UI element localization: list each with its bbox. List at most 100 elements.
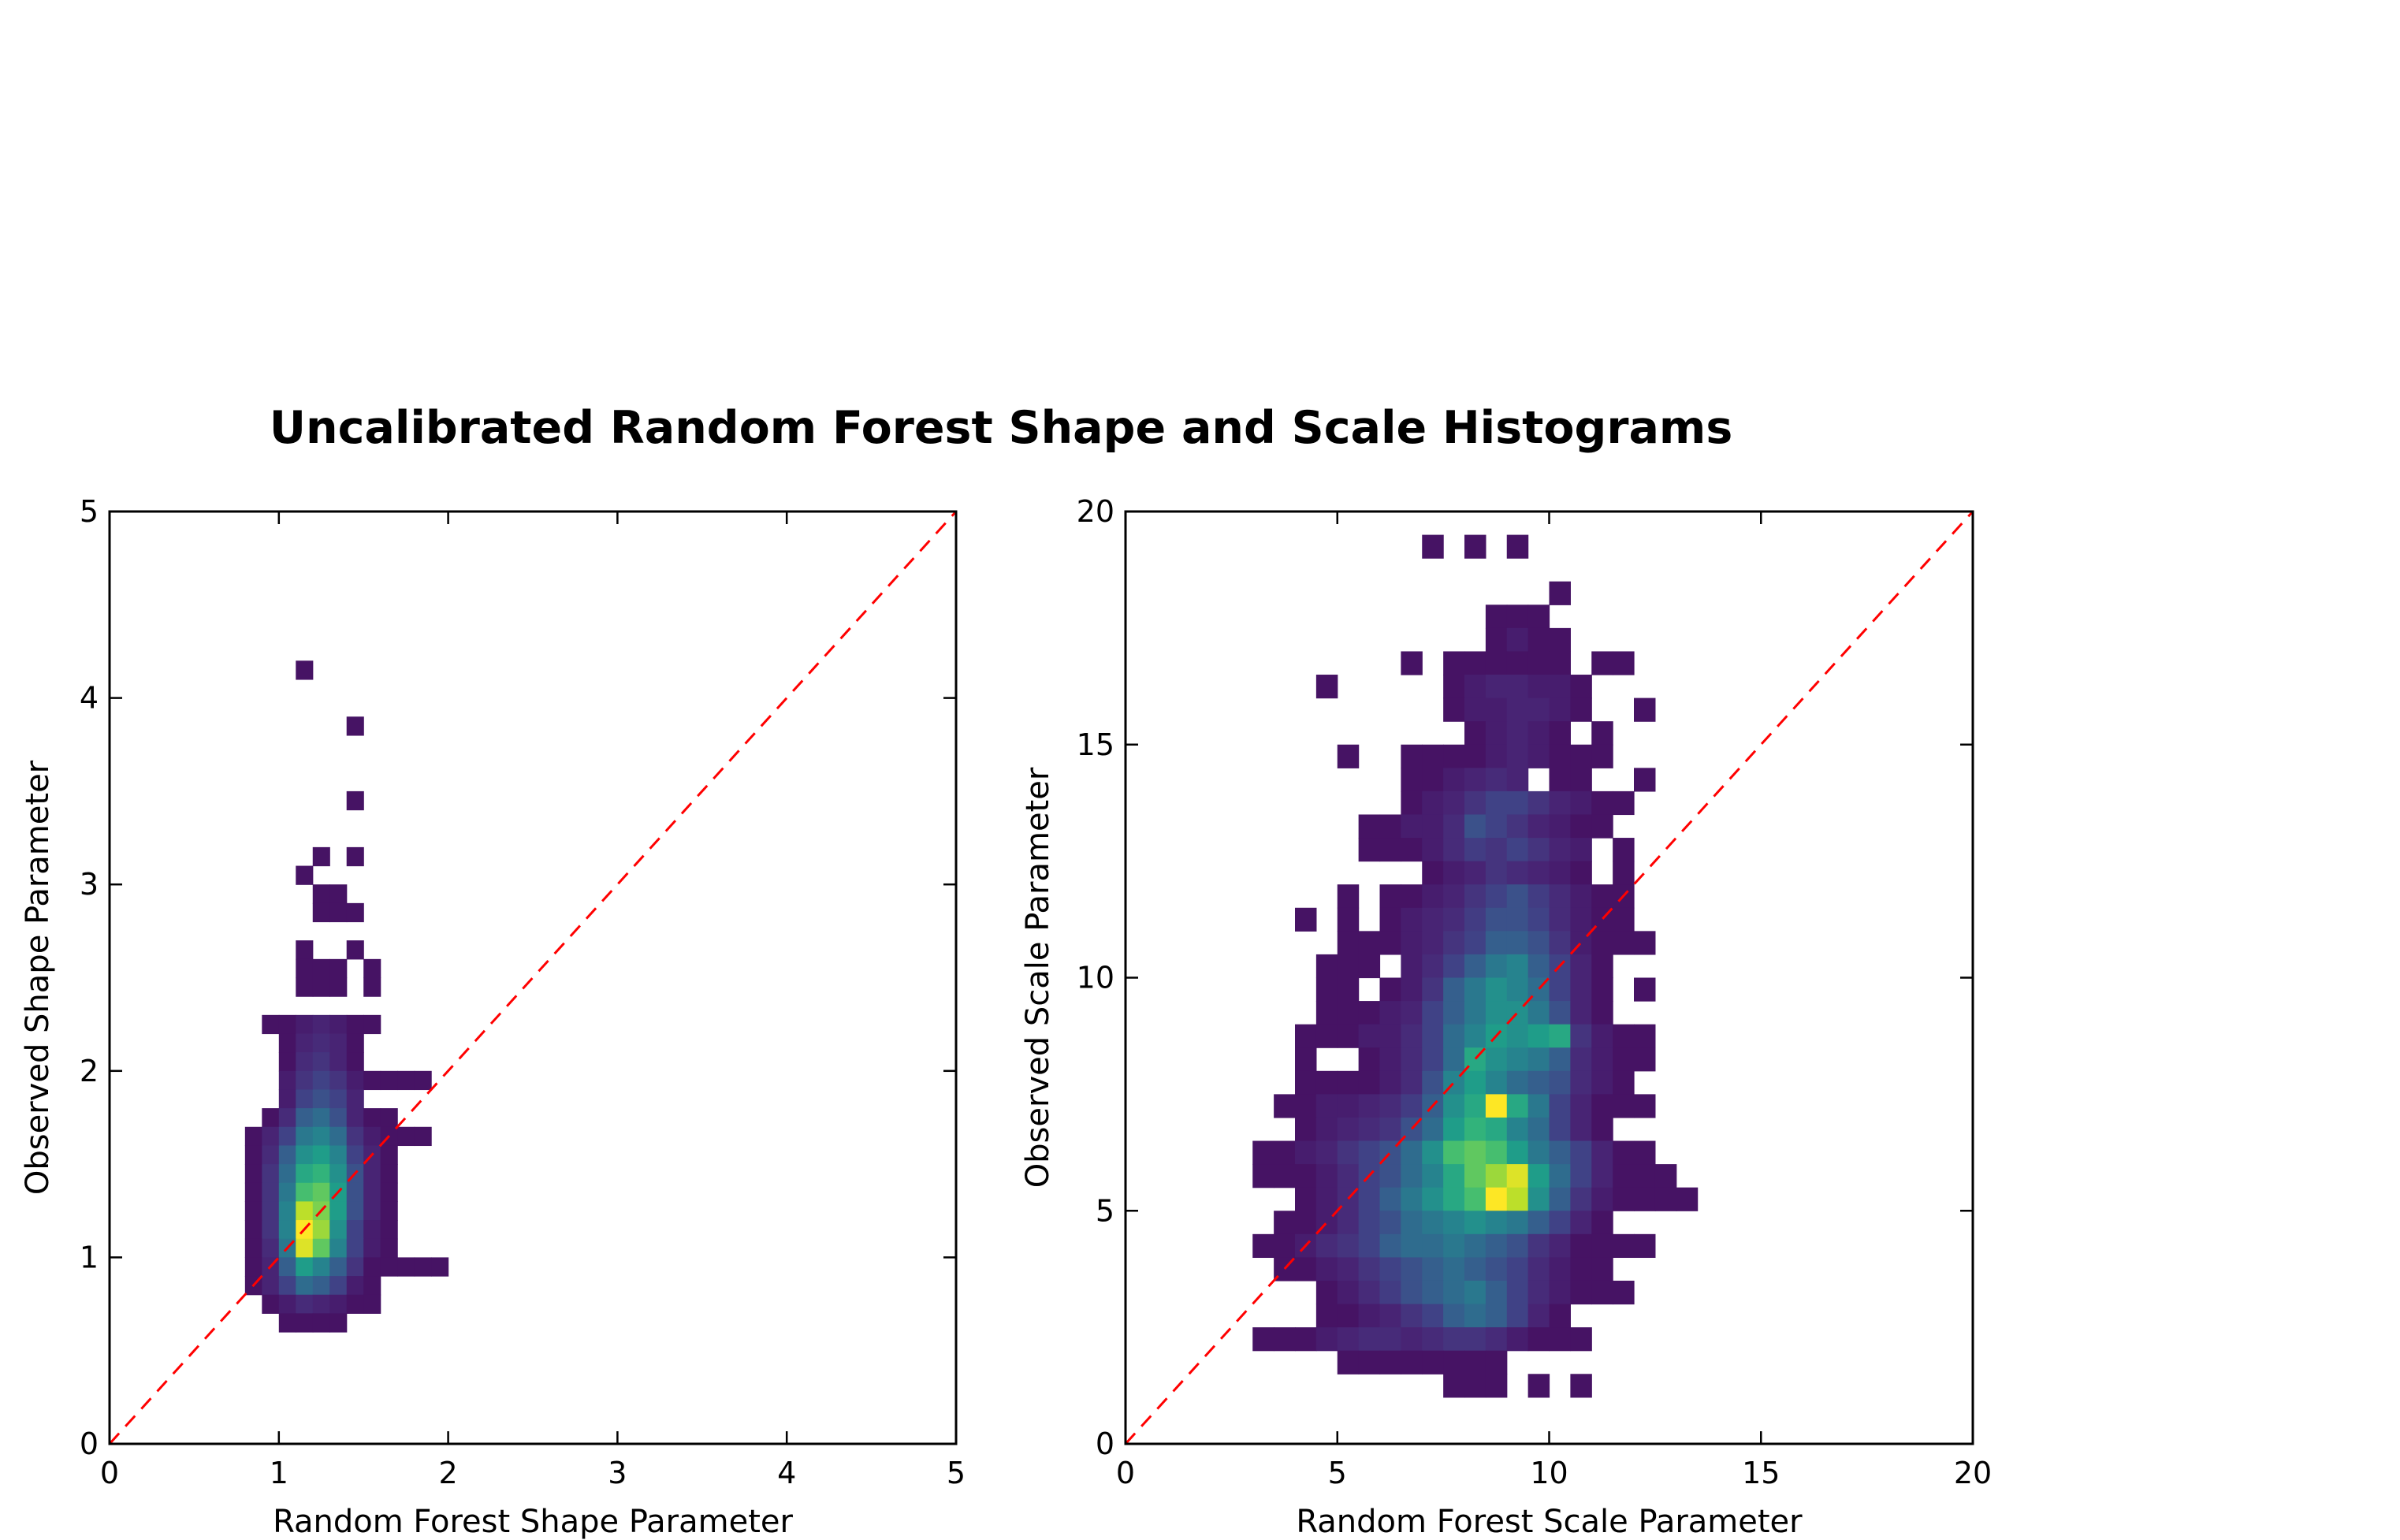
right-heatmap-cell	[1315, 1304, 1338, 1328]
right-heatmap-cell	[1315, 1164, 1338, 1188]
right-heatmap-cell	[1443, 744, 1465, 768]
left-heatmap-cell	[312, 1014, 330, 1035]
right-y-tick-label: 0	[1096, 1427, 1114, 1461]
left-panel: 0 1 2 3 4 5 0 1 2 3 4 5 Random Forest Shape Paramet…	[20, 494, 966, 1540]
right-heatmap-cell	[1443, 884, 1465, 909]
left-heatmap-cell	[346, 1201, 364, 1221]
right-heatmap-cell	[1464, 651, 1487, 675]
left-heatmap-cell	[363, 1182, 381, 1203]
left-heatmap-cell	[296, 1014, 314, 1035]
right-heatmap-cell	[1337, 884, 1360, 909]
left-heatmap-cell	[296, 940, 314, 960]
right-heatmap-cell	[1443, 838, 1465, 862]
right-heatmap-cell	[1506, 697, 1529, 722]
right-heatmap-cell	[1401, 1024, 1423, 1048]
right-heatmap-cell	[1485, 1233, 1508, 1259]
left-heatmap-cell	[278, 1145, 296, 1165]
right-heatmap-cell	[1358, 1001, 1381, 1025]
right-heatmap-cell	[1634, 1187, 1656, 1211]
left-heatmap-cell	[278, 1182, 296, 1203]
left-heatmap-cell	[312, 1220, 330, 1240]
right-heatmap-cell	[1274, 1327, 1296, 1352]
left-y-tick-label: 4	[80, 681, 99, 716]
right-heatmap-cell	[1252, 1233, 1274, 1259]
right-heatmap-cell	[1506, 1024, 1529, 1048]
right-heatmap-cell	[1337, 1094, 1360, 1118]
right-heatmap-cell	[1401, 1233, 1423, 1259]
left-heatmap-cell	[296, 1108, 314, 1128]
right-heatmap-cell	[1634, 931, 1656, 955]
right-heatmap-cell	[1527, 627, 1550, 653]
right-heatmap-cell	[1401, 1304, 1423, 1328]
right-heatmap-cell	[1485, 1257, 1508, 1281]
right-heatmap-cell	[1506, 768, 1529, 792]
left-heatmap-cell	[312, 1238, 330, 1258]
right-heatmap-cell	[1358, 1257, 1381, 1281]
right-heatmap-cell	[1422, 744, 1444, 768]
left-heatmap-cell	[346, 1033, 364, 1053]
right-heatmap-cell	[1549, 1001, 1571, 1025]
left-x-tick-label: 5	[947, 1456, 966, 1490]
right-heatmap-cell	[1464, 1070, 1487, 1095]
right-heatmap-cell	[1549, 884, 1571, 909]
right-heatmap-cell	[1379, 1094, 1401, 1118]
right-heatmap-cell	[1570, 838, 1592, 862]
right-heatmap-cell	[1591, 721, 1613, 746]
left-heatmap-cell	[329, 902, 348, 923]
left-heatmap-cell	[329, 1294, 348, 1314]
right-heatmap-cell	[1485, 1280, 1508, 1305]
right-heatmap-cell	[1401, 1070, 1423, 1095]
right-heatmap-cell	[1506, 1304, 1529, 1328]
right-heatmap-cell	[1464, 675, 1487, 699]
right-heatmap-cell	[1570, 907, 1592, 932]
right-heatmap-cell	[1379, 1211, 1401, 1235]
right-heatmap-cell	[1549, 1304, 1571, 1328]
right-heatmap-cell	[1591, 1257, 1613, 1281]
right-heatmap-cell	[1315, 1001, 1338, 1025]
right-heatmap-cell	[1401, 1140, 1423, 1165]
left-heatmap-cell	[278, 1220, 296, 1240]
right-heatmap-cell	[1443, 1001, 1465, 1025]
right-heatmap-cell	[1337, 1233, 1360, 1259]
left-heatmap-cell	[380, 1164, 398, 1184]
right-heatmap-cell	[1422, 1001, 1444, 1025]
right-heatmap-cell	[1485, 675, 1508, 699]
right-heatmap-cell	[1591, 954, 1613, 979]
right-heatmap-cell	[1315, 1094, 1338, 1118]
right-heatmap-cell	[1464, 1140, 1487, 1165]
right-heatmap-cell	[1570, 675, 1592, 699]
right-heatmap-cell	[1379, 1001, 1401, 1025]
left-heatmap-cell	[329, 1238, 348, 1258]
right-heatmap-cell	[1654, 1164, 1677, 1188]
right-heatmap-cell	[1464, 1164, 1487, 1188]
right-heatmap-cell	[1464, 1187, 1487, 1211]
right-heatmap-cell	[1401, 1047, 1423, 1072]
right-y-tick-label: 5	[1096, 1193, 1114, 1228]
right-heatmap-cell	[1464, 931, 1487, 955]
right-heatmap-cell	[1527, 907, 1550, 932]
left-heatmap-cell	[296, 1070, 314, 1091]
right-heatmap-cell	[1358, 1024, 1381, 1048]
right-heatmap-cell	[1506, 1280, 1529, 1305]
right-heatmap-cell	[1634, 697, 1656, 722]
left-y-tick-label: 2	[80, 1054, 99, 1088]
right-heatmap-cell	[1485, 954, 1508, 979]
right-heatmap-cell	[1315, 1187, 1338, 1211]
left-heatmap-cell	[346, 940, 364, 960]
right-heatmap-cell	[1570, 790, 1592, 816]
right-heatmap-cell	[1443, 1140, 1465, 1165]
right-heatmap-cell	[1506, 907, 1529, 932]
right-x-tick-label: 10	[1530, 1456, 1568, 1490]
left-heatmap-cell	[262, 1276, 280, 1296]
left-heatmap-cell	[346, 1294, 364, 1314]
right-heatmap-cell	[1506, 651, 1529, 675]
right-heatmap-cell	[1527, 1094, 1550, 1118]
right-x-axis-label: Random Forest Scale Parameter	[1296, 1504, 1803, 1540]
right-heatmap-cell	[1613, 1187, 1635, 1211]
left-heatmap-cell	[262, 1126, 280, 1147]
left-heatmap-cell	[346, 1220, 364, 1240]
right-heatmap-cell	[1527, 1117, 1550, 1142]
right-heatmap-cell	[1422, 884, 1444, 909]
right-heatmap-cell	[1337, 1327, 1360, 1352]
left-heatmap-cell	[346, 1126, 364, 1147]
